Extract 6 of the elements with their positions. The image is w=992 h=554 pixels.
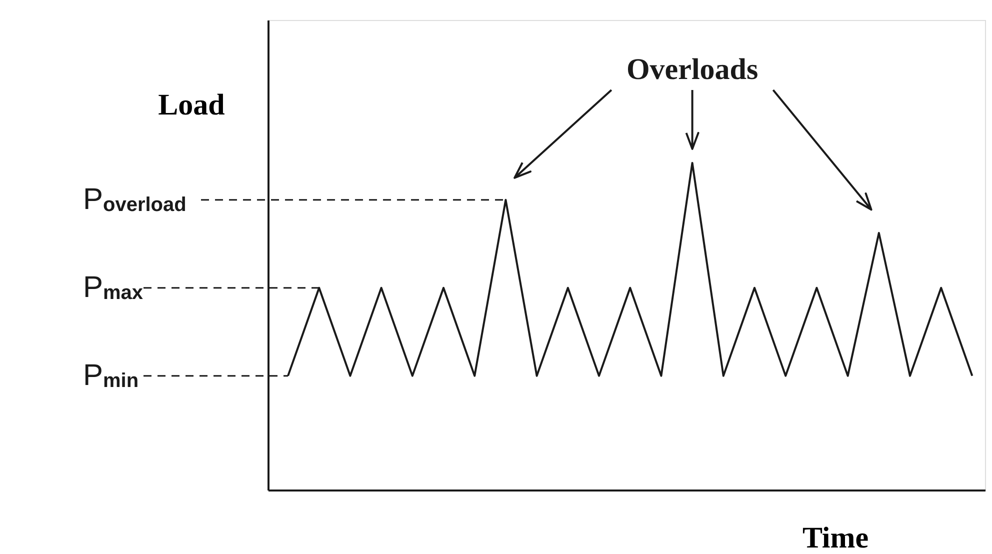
x-axis-title: Time	[802, 522, 869, 554]
ref-line-label: Pmax	[83, 270, 144, 304]
ref-line-label: Pmin	[83, 358, 139, 392]
text: Overloads	[626, 53, 758, 86]
ref-line-label: Poverload	[83, 182, 186, 216]
y-axis-title: Load	[158, 88, 226, 122]
